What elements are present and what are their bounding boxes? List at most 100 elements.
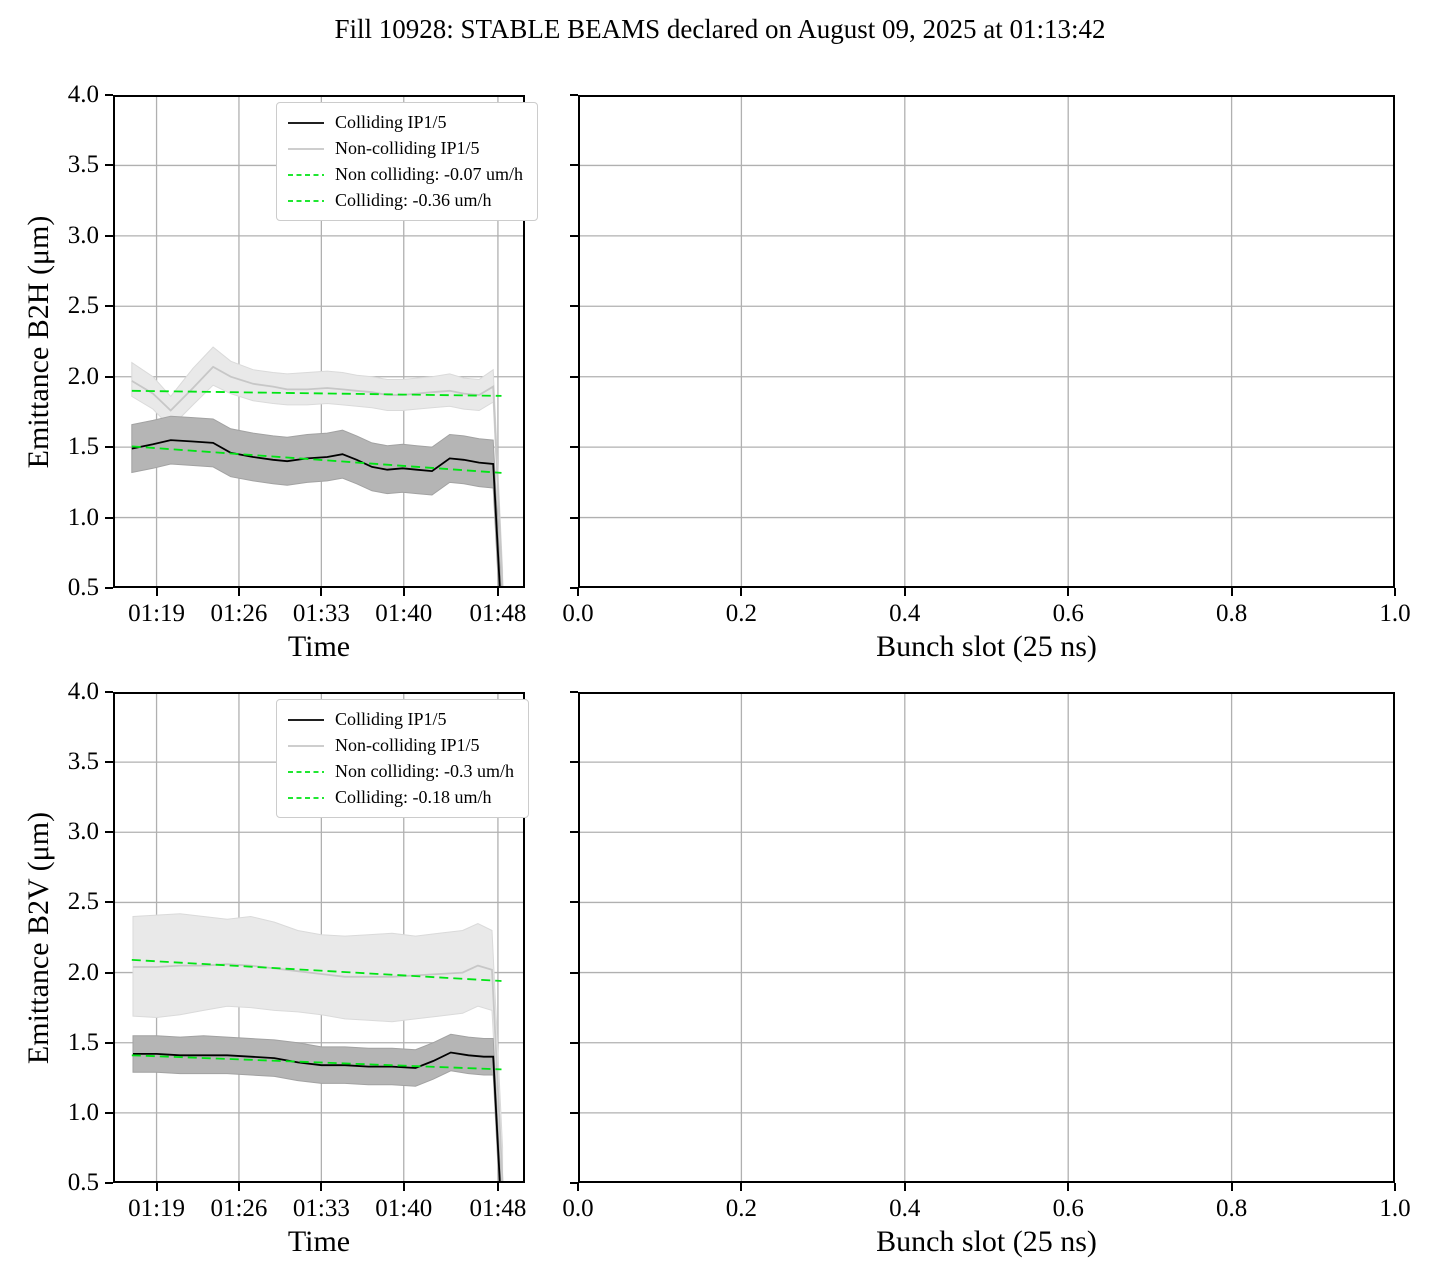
subplot-emittance-b2h-time: 01:19 01:26 01:33 01:40 01:48 0.5 1.0 1.5 2.0 2.5… bbox=[22, 81, 538, 663]
x-tick-mark bbox=[402, 1183, 405, 1191]
emittance-b2v-vs-time-noncolliding-trend bbox=[131, 959, 502, 982]
legend-entry: Non colliding: -0.3 um/h bbox=[288, 761, 514, 782]
b2h-bunch-slot-x-axis-label: Bunch slot (25 ns) bbox=[876, 630, 1097, 663]
legend-label: Colliding: -0.36 um/h bbox=[335, 190, 492, 210]
emittance-b2h-vs-time-legend: Colliding IP1/5 Non-colliding IP1/5 Non co… bbox=[276, 102, 538, 221]
x-tick-label: 0.6 bbox=[1052, 600, 1084, 627]
emittance-b2v-vs-time-plot-area bbox=[113, 692, 525, 1183]
legend-label: Non-colliding IP1/5 bbox=[335, 138, 480, 158]
axes-spines bbox=[113, 95, 525, 588]
y-tick-mark bbox=[570, 164, 578, 167]
x-tick-mark bbox=[496, 588, 499, 596]
emittance-b2v-vs-time-legend: Colliding IP1/5 Non-colliding IP1/5 Non co… bbox=[276, 699, 529, 818]
emittance-b2h-vs-time-x-axis-label: Time bbox=[287, 630, 351, 663]
x-tick-mark bbox=[496, 1183, 499, 1191]
y-tick-label: 4.0 bbox=[67, 678, 99, 705]
y-tick-mark bbox=[105, 1182, 113, 1184]
axes-spines bbox=[578, 95, 1395, 588]
y-tick-mark bbox=[105, 234, 113, 237]
y-tick-mark bbox=[570, 901, 578, 904]
emittance-b2v-vs-time-colliding-band bbox=[132, 1033, 502, 1183]
y-tick-mark bbox=[570, 1041, 578, 1044]
x-tick-mark bbox=[1230, 588, 1233, 596]
y-tick-label: 0.5 bbox=[67, 574, 99, 601]
x-tick-mark bbox=[155, 1183, 158, 1191]
x-tick-label: 01:40 bbox=[375, 600, 433, 627]
x-tick-mark bbox=[1394, 1183, 1396, 1191]
legend-label: Non colliding: -0.3 um/h bbox=[335, 761, 514, 781]
y-tick-mark bbox=[105, 1041, 113, 1044]
x-tick-mark bbox=[1394, 588, 1396, 596]
emittance-b2v-vs-time-x-axis-label: Time bbox=[287, 1225, 351, 1258]
y-tick-mark bbox=[105, 375, 113, 378]
y-tick-mark bbox=[570, 305, 578, 308]
y-tick-label: 4.0 bbox=[67, 81, 99, 108]
emittance-b2h-vs-time-y-axis-label: Emittance B2H (μm) bbox=[22, 215, 55, 468]
x-tick-label: 0.8 bbox=[1215, 600, 1248, 627]
legend-label: Colliding: -0.18 um/h bbox=[335, 787, 492, 807]
legend-entry: Non-colliding IP1/5 bbox=[288, 735, 514, 756]
emittance-b2v-vs-time-y-axis-label: Emittance B2V (μm) bbox=[22, 811, 55, 1064]
emittance-b2h-vs-time-colliding-band bbox=[131, 415, 502, 588]
solid-line-sample-icon bbox=[288, 121, 324, 124]
x-tick-label: 1.0 bbox=[1379, 600, 1411, 627]
x-tick-mark bbox=[402, 588, 405, 596]
legend-entry: Colliding IP1/5 bbox=[288, 709, 514, 730]
subplot-b2h-bunch-slot: 0.0 0.2 0.4 0.6 0.8 1.0 Bunch slot (25 ns) bbox=[562, 94, 1411, 663]
y-tick-mark bbox=[570, 516, 578, 519]
emittance-b2h-vs-time-noncolliding-band bbox=[131, 346, 504, 588]
emittance-b2h-vs-time-noncolliding-trend bbox=[131, 389, 502, 397]
y-tick-mark bbox=[570, 691, 578, 693]
y-tick-mark bbox=[570, 1182, 578, 1184]
x-tick-label: 01:19 bbox=[128, 600, 186, 627]
x-tick-mark bbox=[1067, 1183, 1070, 1191]
y-tick-mark bbox=[105, 94, 113, 96]
dashed-line-sample-icon bbox=[288, 199, 324, 202]
x-tick-mark bbox=[577, 1183, 579, 1191]
y-tick-mark bbox=[105, 761, 113, 764]
legend-label: Colliding IP1/5 bbox=[335, 112, 447, 132]
legend-entry: Non colliding: -0.07 um/h bbox=[288, 164, 523, 185]
x-tick-mark bbox=[155, 588, 158, 596]
y-tick-mark bbox=[570, 971, 578, 974]
y-tick-label: 1.0 bbox=[67, 503, 99, 531]
y-tick-mark bbox=[570, 94, 578, 96]
x-tick-mark bbox=[237, 588, 240, 596]
y-tick-label: 2.5 bbox=[67, 888, 99, 916]
x-tick-label: 01:19 bbox=[128, 1195, 186, 1222]
x-tick-label: 01:48 bbox=[469, 1195, 527, 1222]
y-tick-label: 0.5 bbox=[67, 1169, 99, 1196]
y-tick-mark bbox=[105, 516, 113, 519]
y-tick-label: 1.5 bbox=[67, 1028, 99, 1056]
y-tick-label: 2.0 bbox=[67, 958, 99, 986]
emittance-b2v-vs-time-non-colliding-ip15 bbox=[133, 963, 504, 1183]
y-tick-mark bbox=[105, 446, 113, 449]
x-tick-label: 0.0 bbox=[562, 600, 594, 627]
x-tick-mark bbox=[903, 1183, 906, 1191]
axes-spines bbox=[113, 692, 525, 1183]
dashed-line-sample-icon bbox=[288, 173, 324, 176]
dashed-line-sample-icon bbox=[288, 796, 324, 799]
emittance-b2h-vs-time-colliding-ip15 bbox=[131, 439, 501, 588]
y-tick-mark bbox=[105, 971, 113, 974]
x-tick-mark bbox=[577, 588, 579, 596]
emittance-b2v-vs-time-noncolliding-band bbox=[132, 913, 504, 1183]
x-tick-label: 01:33 bbox=[292, 600, 350, 627]
subplot-emittance-b2v-time: 01:19 01:26 01:33 01:40 01:48 0.5 1.0 1.5 2.0 2.5… bbox=[22, 678, 529, 1258]
emittance-b2h-vs-time-plot-area bbox=[113, 95, 525, 588]
legend-entry: Non-colliding IP1/5 bbox=[288, 138, 523, 159]
y-tick-mark bbox=[105, 691, 113, 693]
y-tick-mark bbox=[570, 587, 578, 589]
legend-entry: Colliding: -0.36 um/h bbox=[288, 190, 523, 211]
x-tick-mark bbox=[740, 1183, 743, 1191]
x-tick-label: 0.6 bbox=[1052, 1195, 1084, 1222]
subplot-b2v-bunch-slot: 0.0 0.2 0.4 0.6 0.8 1.0 Bunch slot (25 ns) bbox=[562, 691, 1411, 1258]
y-tick-label: 3.0 bbox=[67, 221, 99, 249]
y-tick-mark bbox=[570, 375, 578, 378]
x-tick-label: 01:26 bbox=[210, 600, 268, 627]
x-tick-mark bbox=[237, 1183, 240, 1191]
x-tick-label: 0.8 bbox=[1215, 1195, 1248, 1222]
solid-line-sample-icon bbox=[288, 147, 324, 150]
x-tick-mark bbox=[740, 588, 743, 596]
x-tick-mark bbox=[1067, 588, 1070, 596]
